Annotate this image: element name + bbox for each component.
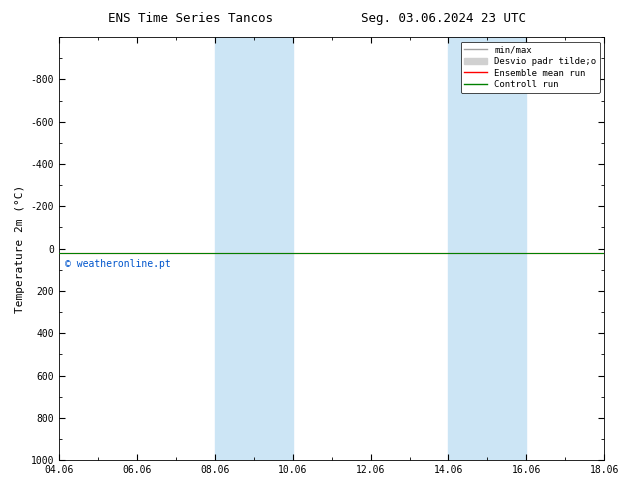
Text: © weatheronline.pt: © weatheronline.pt: [65, 259, 171, 269]
Text: ENS Time Series Tancos: ENS Time Series Tancos: [108, 12, 273, 25]
Legend: min/max, Desvio padr tilde;o, Ensemble mean run, Controll run: min/max, Desvio padr tilde;o, Ensemble m…: [461, 42, 600, 93]
Text: Seg. 03.06.2024 23 UTC: Seg. 03.06.2024 23 UTC: [361, 12, 526, 25]
Bar: [448, 37, 526, 460]
Bar: [215, 37, 293, 460]
Y-axis label: Temperature 2m (°C): Temperature 2m (°C): [15, 184, 25, 313]
